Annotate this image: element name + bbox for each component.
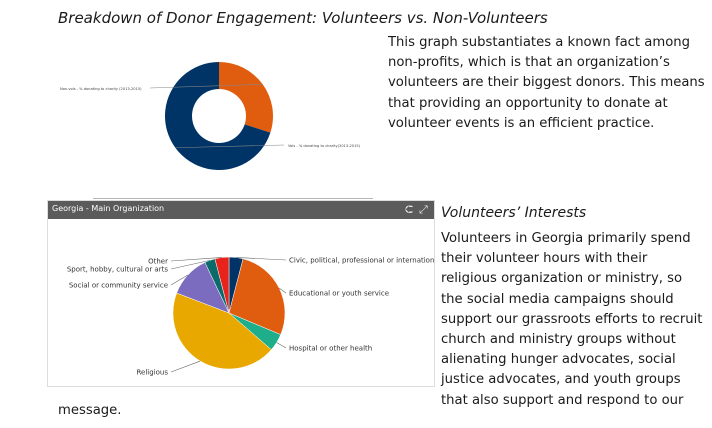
paragraph-line: non-profits, which is that an organizati… [388, 55, 670, 71]
interests-paragraph: Volunteers in Georgia primarily spend the… [441, 229, 702, 411]
pie-leader-line [279, 287, 287, 294]
paragraph-line: their volunteer hours with their [441, 251, 648, 267]
donut-leader-line [175, 144, 285, 149]
pie-slice [172, 292, 272, 370]
pie-leader-line [170, 260, 210, 270]
pie-slice [214, 256, 230, 314]
paragraph-line: that providing an opportunity to donate … [388, 95, 668, 111]
chart-panel-header: Georgia - Main Organization ⮈ ⤢ [48, 201, 434, 219]
pie-slice-label: Social or community service [69, 282, 168, 290]
paragraph-line: the social media campaigns should [441, 291, 674, 307]
donut-slice-label: Non-vols - % donating to charity (2013-2… [60, 87, 142, 91]
expand-icon[interactable]: ⤢ [419, 203, 428, 216]
paragraph-line: alienating hunger advocates, social [441, 352, 676, 368]
paragraph-line: volunteer events is an efficient practic… [388, 115, 655, 131]
donut-slice [219, 62, 273, 133]
pie-leader-line [170, 257, 222, 262]
volunteer-interests-pie-chart: Civic, political, professional or intern… [67, 256, 434, 377]
pie-slice-label: Other [148, 258, 168, 266]
donut-slice [165, 62, 271, 170]
paragraph-line: church and ministry groups without [441, 332, 676, 348]
paragraph-line: Volunteers in Georgia primarily spend [441, 231, 691, 246]
chart-panel-title: Georgia - Main Organization [52, 204, 165, 213]
trailing-text: message. [58, 403, 122, 418]
paragraph-line: religious organization or ministry, so [441, 271, 683, 287]
divider-line [93, 198, 373, 199]
donor-engagement-donut-chart: Non-vols - % donating to charity (2013-2… [60, 62, 361, 170]
pie-slice-label: Educational or youth service [289, 290, 389, 298]
pie-leader-line [170, 274, 189, 286]
paragraph-line: support our grassroots efforts to recrui… [441, 311, 703, 327]
donor-paragraph: This graph substantiates a known fact am… [388, 33, 705, 134]
pie-leader-line [276, 342, 287, 349]
share-icon[interactable]: ⮈ [405, 203, 414, 216]
pie-slice [228, 258, 286, 335]
paragraph-line: volunteers are their biggest donors. Thi… [388, 75, 705, 91]
pie-leader-line [236, 257, 287, 261]
pie-slice-label: Civic, political, professional or intern… [289, 257, 434, 265]
pie-slice-label: Religious [137, 369, 169, 377]
chart-panel: Georgia - Main Organization ⮈ ⤢ Civic, p… [47, 200, 435, 387]
paragraph-line: This graph substantiates a known fact am… [388, 35, 691, 50]
pie-leader-line [170, 360, 201, 373]
pie-slice-label: Hospital or other health [289, 345, 372, 353]
document-title: Breakdown of Donor Engagement: Volunteer… [58, 9, 548, 27]
paragraph-line: that also support and respond to our [441, 392, 684, 408]
donut-slice-label: Vols - % donating to charity(2013-2015) [288, 144, 361, 148]
paragraph-line: justice advocates, and youth groups [441, 372, 681, 388]
section-heading: Volunteers’ Interests [441, 205, 587, 221]
donut-leader-line [149, 83, 263, 89]
pie-slice-label: Sport, hobby, cultural or arts [67, 266, 168, 274]
